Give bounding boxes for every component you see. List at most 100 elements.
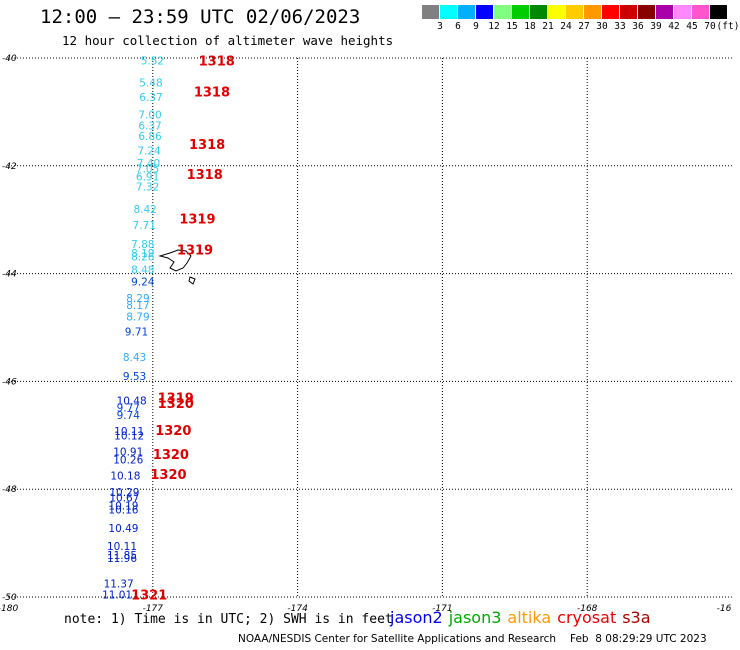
wave-height-value: 10.67	[109, 492, 139, 504]
colorbar-swatch	[620, 5, 638, 19]
colorbar-label: 27	[578, 21, 590, 32]
wave-height-value: 10.16	[108, 505, 138, 517]
page-subtitle: 12 hour collection of altimeter wave hei…	[62, 33, 394, 48]
wave-height-value: 6.86	[138, 131, 162, 143]
satellite-legend-item: jason2	[390, 608, 443, 627]
latitude-label: -40	[2, 54, 17, 64]
page-title: 12:00 — 23:59 UTC 02/06/2023	[40, 6, 361, 28]
colorbar-swatch	[638, 5, 656, 19]
colorbar-label: 39	[650, 21, 662, 32]
colorbar-swatch	[512, 5, 530, 19]
longitude-label: -180	[0, 604, 18, 614]
wave-height-value: 10.19	[108, 500, 138, 512]
longitude-label: -174	[287, 604, 308, 614]
orbit-pass-number: 1318	[187, 168, 223, 183]
wave-height-value: 7.00	[138, 110, 161, 122]
colorbar-swatch	[440, 5, 458, 19]
wave-height-value: 8.43	[123, 352, 146, 364]
wave-height-value: 9.53	[123, 371, 146, 383]
satellite-legend: jason2 jason3 altika cryosat s3a	[390, 608, 657, 627]
wave-height-value: 7.71	[133, 220, 156, 232]
orbit-pass-number: 1319	[177, 243, 213, 258]
colorbar-label: 70	[704, 21, 716, 32]
colorbar-swatch	[548, 5, 566, 19]
colorbar-label: 9	[473, 21, 479, 32]
axis-labels: -40 -42 -44 -46 -48 -50-180 -177 -174 -171 -168 -1…	[0, 54, 732, 614]
satellite-legend-item: s3a	[622, 608, 651, 627]
wave-height-value: 6.37	[138, 120, 161, 132]
wave-height-value: 6.91	[136, 172, 159, 184]
wave-height-value: 10.48	[117, 395, 147, 407]
colorbar-swatch	[584, 5, 602, 19]
wave-height-value: 7.32	[136, 181, 159, 193]
colorbar-swatch	[710, 5, 728, 19]
wave-height-observations: 5.525.486.377.006.376.867.247.407.056.91…	[102, 56, 164, 602]
wave-height-value: 8.79	[126, 312, 149, 324]
colorbar-label: (ft)	[716, 21, 740, 32]
wave-height-value: 8.48	[131, 264, 154, 276]
wave-height-value: 10.12	[114, 430, 144, 442]
colorbar-label: 24	[560, 21, 572, 32]
colorbar-label: 42	[668, 21, 680, 32]
longitude-label: -171	[432, 604, 452, 614]
latitude-label: -50	[2, 593, 17, 603]
orbit-pass-number: 1320	[150, 468, 186, 483]
satellite-legend-item: altika	[507, 608, 552, 627]
wave-height-value: 8.29	[126, 293, 149, 305]
wave-height-value: 7.24	[137, 146, 161, 158]
wave-height-value: 8.42	[133, 204, 156, 216]
generated-timestamp: Feb 8 08:29:29 UTC 2023	[570, 633, 707, 645]
wave-height-value: 8.26	[131, 251, 155, 263]
colorbar-swatch	[476, 5, 494, 19]
orbit-pass-number: 1321	[131, 588, 167, 603]
satellite-legend-item: jason3	[448, 608, 502, 627]
wave-height-value: 9.74	[117, 410, 141, 422]
wave-height-value: 11.01	[102, 589, 132, 601]
orbit-pass-number: 1319	[179, 213, 215, 228]
map-grid	[8, 57, 732, 598]
credit-line: NOAA/NESDIS Center for Satellite Applica…	[238, 633, 707, 645]
wave-height-value: 9.24	[131, 277, 155, 289]
wave-height-value: 7.40	[137, 158, 160, 170]
wave-height-value: 11.96	[107, 553, 137, 565]
orbit-pass-number: 1319	[158, 392, 194, 407]
wave-height-value: 10.49	[108, 523, 138, 535]
colorbar-label: 12	[488, 21, 500, 32]
latitude-label: -42	[2, 162, 17, 172]
latitude-label: -48	[2, 485, 17, 495]
colorbar-swatch	[674, 5, 692, 19]
units-note: note: 1) Time is in UTC; 2) SWH is in fe…	[64, 612, 393, 627]
longitude-label: -177	[143, 604, 164, 614]
colorbar-label: 6	[455, 21, 461, 32]
colorbar-label: 15	[506, 21, 518, 32]
colorbar-swatch	[422, 5, 440, 19]
colorbar-label: 33	[614, 21, 626, 32]
orbit-pass-number: 1318	[194, 85, 230, 100]
wave-height-value: 10.26	[113, 455, 143, 467]
colorbar-swatch	[692, 5, 710, 19]
colorbar-label: 3	[437, 21, 443, 32]
wave-height-value: 10.91	[113, 446, 143, 458]
longitude-label: -16	[717, 604, 732, 614]
orbit-pass-number: 1320	[158, 397, 194, 412]
wave-height-value: 10.18	[110, 471, 140, 483]
orbit-pass-number: 1318	[189, 138, 225, 153]
colorbar-label: 21	[542, 21, 554, 32]
colorbar-label: 30	[596, 21, 608, 32]
credit-text: NOAA/NESDIS Center for Satellite Applica…	[238, 633, 556, 645]
longitude-label: -168	[577, 604, 598, 614]
wave-height-value: 6.37	[139, 92, 162, 104]
wave-height-value: 10.11	[107, 541, 137, 553]
colorbar-label: 18	[524, 21, 536, 32]
chatham-islands-coastline	[158, 249, 196, 285]
pitt-island-outline	[188, 276, 196, 285]
colorbar-label: 45	[686, 21, 698, 32]
wave-height-value: 5.52	[141, 56, 164, 68]
wave-height-value: 10.11	[114, 426, 144, 438]
wave-height-value: 8.17	[126, 300, 149, 312]
colorbar-swatch	[566, 5, 584, 19]
orbit-pass-number: 1320	[153, 448, 189, 463]
latitude-label: -44	[2, 270, 17, 280]
colorbar-swatch	[602, 5, 620, 19]
